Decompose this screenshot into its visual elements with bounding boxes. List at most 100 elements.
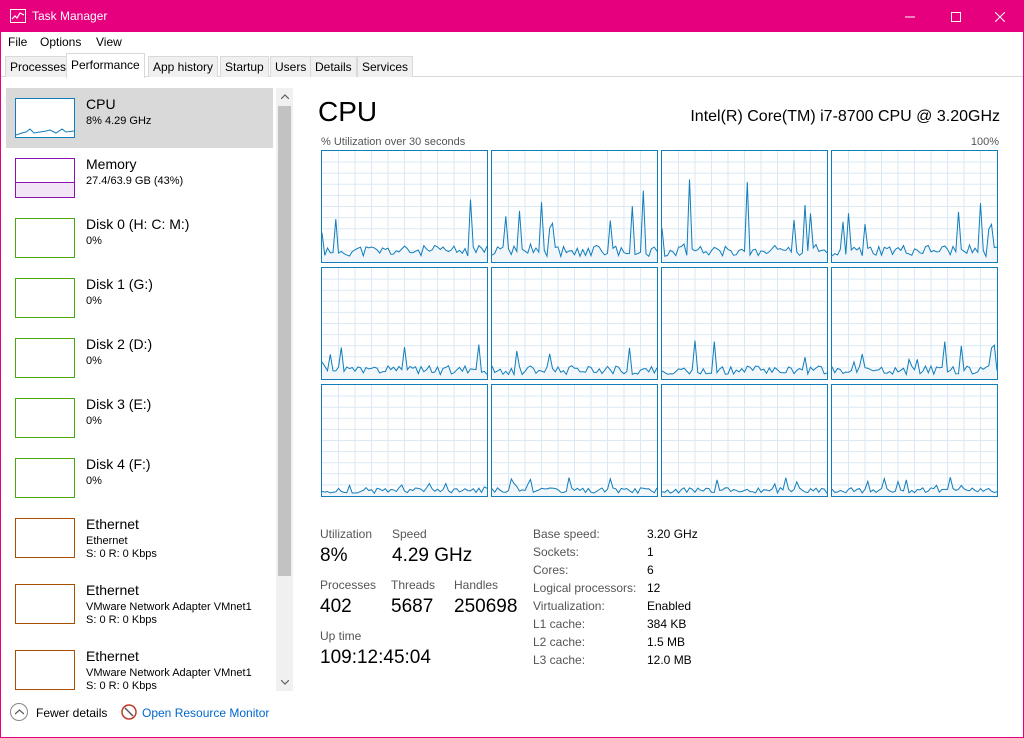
- sidebar-item-detail: VMware Network Adapter VMnet1: [86, 667, 252, 679]
- resource-thumbnail: [15, 398, 75, 438]
- scroll-down-button[interactable]: [276, 674, 293, 691]
- task-manager-icon: [10, 9, 26, 23]
- sidebar-item-detail: 8% 4.29 GHz: [86, 115, 152, 127]
- sidebar-item-name: Disk 2 (D:): [86, 336, 153, 352]
- sidebar-item[interactable]: Ethernet VMware Network Adapter VMnet1 S: …: [6, 640, 273, 691]
- chevron-down-icon: [280, 680, 289, 685]
- tab-startup[interactable]: Startup: [220, 56, 269, 77]
- window-title: Task Manager: [32, 9, 108, 23]
- logical-processor-graph: [831, 267, 998, 380]
- resource-thumbnail: [15, 218, 75, 258]
- sockets-key: Sockets:: [533, 545, 580, 559]
- uptime-value: 109:12:45:04: [320, 647, 431, 668]
- maximize-button[interactable]: [933, 1, 979, 32]
- sidebar-item[interactable]: Disk 0 (H: C: M:) 0%: [6, 208, 273, 268]
- maximize-icon: [951, 11, 961, 22]
- utilization-value: 8%: [320, 545, 348, 566]
- close-button[interactable]: [977, 1, 1023, 32]
- tab-users[interactable]: Users: [270, 56, 312, 77]
- base-speed-key: Base speed:: [533, 527, 600, 541]
- menu-options[interactable]: Options: [40, 35, 82, 49]
- sidebar-item-name: Ethernet: [86, 582, 139, 598]
- chevron-up-icon[interactable]: [10, 703, 28, 721]
- menu-bar: File Options View: [1, 32, 1023, 52]
- sidebar-item-throughput: S: 0 R: 0 Kbps: [86, 548, 157, 560]
- resource-sidebar: CPU 8% 4.29 GHz Memory 27.4/63.9 GB (43%) Di…: [2, 78, 294, 691]
- processes-label: Processes: [320, 578, 377, 592]
- l3-cache-value: 12.0 MB: [647, 653, 692, 667]
- sidebar-item[interactable]: Disk 2 (D:) 0%: [6, 328, 273, 388]
- logical-processor-graph: [661, 384, 828, 497]
- tab-details[interactable]: Details: [310, 56, 357, 77]
- sidebar-item-detail: VMware Network Adapter VMnet1: [86, 601, 252, 613]
- cpu-stats: Utilization 8% Speed 4.29 GHz Processes …: [301, 523, 1021, 693]
- sidebar-item[interactable]: CPU 8% 4.29 GHz: [6, 88, 273, 148]
- sidebar-item-name: CPU: [86, 96, 116, 112]
- sidebar-item-detail: 0%: [86, 355, 102, 367]
- sidebar-item-detail: 0%: [86, 415, 102, 427]
- sidebar-item[interactable]: Memory 27.4/63.9 GB (43%): [6, 148, 273, 208]
- open-resource-monitor-link[interactable]: Open Resource Monitor: [142, 706, 270, 720]
- sidebar-item-name: Disk 1 (G:): [86, 276, 153, 292]
- menu-view[interactable]: View: [96, 35, 122, 49]
- logical-processor-graphs[interactable]: [321, 150, 999, 500]
- sidebar-item-throughput: S: 0 R: 0 Kbps: [86, 680, 157, 691]
- sidebar-item-detail: Ethernet: [86, 535, 128, 547]
- sidebar-item[interactable]: Ethernet Ethernet S: 0 R: 0 Kbps: [6, 508, 273, 568]
- sidebar-item[interactable]: Ethernet VMware Network Adapter VMnet1 S: …: [6, 574, 273, 634]
- processes-value: 402: [320, 596, 352, 617]
- sidebar-item-name: Ethernet: [86, 648, 139, 664]
- logical-processor-graph: [321, 267, 488, 380]
- threads-label: Threads: [391, 578, 436, 592]
- l1-cache-value: 384 KB: [647, 617, 687, 631]
- title-bar[interactable]: Task Manager: [1, 1, 1023, 32]
- l1-cache-key: L1 cache:: [533, 617, 586, 631]
- minimize-button[interactable]: [887, 1, 933, 32]
- tab-performance[interactable]: Performance: [66, 53, 145, 78]
- l2-cache-value: 1.5 MB: [647, 635, 686, 649]
- logical-processors-key: Logical processors:: [533, 581, 637, 595]
- logical-processor-graph: [321, 150, 488, 263]
- sockets-value: 1: [647, 545, 654, 559]
- utilization-label: Utilization: [320, 527, 373, 541]
- handles-value: 250698: [454, 596, 518, 617]
- sidebar-item[interactable]: Disk 4 (F:) 0%: [6, 448, 273, 508]
- logical-processor-graph: [321, 384, 488, 497]
- resource-thumbnail: [15, 458, 75, 498]
- footer: Fewer details Open Resource Monitor: [1, 698, 1023, 734]
- sidebar-scrollbar[interactable]: [276, 88, 293, 691]
- close-icon: [995, 11, 1005, 22]
- resource-thumbnail: [15, 650, 75, 690]
- sidebar-item[interactable]: Disk 1 (G:) 0%: [6, 268, 273, 328]
- l2-cache-key: L2 cache:: [533, 635, 586, 649]
- logical-processor-graph: [831, 150, 998, 263]
- sidebar-item-name: Disk 3 (E:): [86, 396, 152, 412]
- resource-thumbnail: [15, 158, 75, 198]
- scroll-thumb[interactable]: [278, 106, 291, 576]
- logical-processor-graph: [831, 384, 998, 497]
- tab-app-history[interactable]: App history: [148, 56, 219, 77]
- l3-cache-key: L3 cache:: [533, 653, 586, 667]
- speed-label: Speed: [392, 527, 427, 541]
- speed-value: 4.29 GHz: [392, 545, 473, 566]
- scroll-up-button[interactable]: [276, 88, 293, 105]
- utilization-graph-label: % Utilization over 30 seconds: [321, 136, 466, 148]
- resource-thumbnail: [15, 518, 75, 558]
- menu-file[interactable]: File: [8, 35, 28, 49]
- fewer-details-button[interactable]: Fewer details: [36, 706, 108, 720]
- sidebar-item[interactable]: Disk 3 (E:) 0%: [6, 388, 273, 448]
- cores-key: Cores:: [533, 563, 569, 577]
- resource-monitor-icon: [121, 704, 137, 720]
- tab-services[interactable]: Services: [357, 56, 414, 77]
- chevron-up-icon: [280, 94, 289, 99]
- sidebar-item-throughput: S: 0 R: 0 Kbps: [86, 614, 157, 626]
- tab-processes[interactable]: Processes: [5, 56, 72, 77]
- logical-processors-value: 12: [647, 581, 661, 595]
- virtualization-key: Virtualization:: [533, 599, 605, 613]
- cpu-panel: CPU Intel(R) Core(TM) i7-8700 CPU @ 3.20…: [301, 78, 1021, 691]
- logical-processor-graph: [491, 267, 658, 380]
- minimize-icon: [905, 16, 915, 17]
- sidebar-item-name: Memory: [86, 156, 137, 172]
- sidebar-item-detail: 27.4/63.9 GB (43%): [86, 175, 184, 187]
